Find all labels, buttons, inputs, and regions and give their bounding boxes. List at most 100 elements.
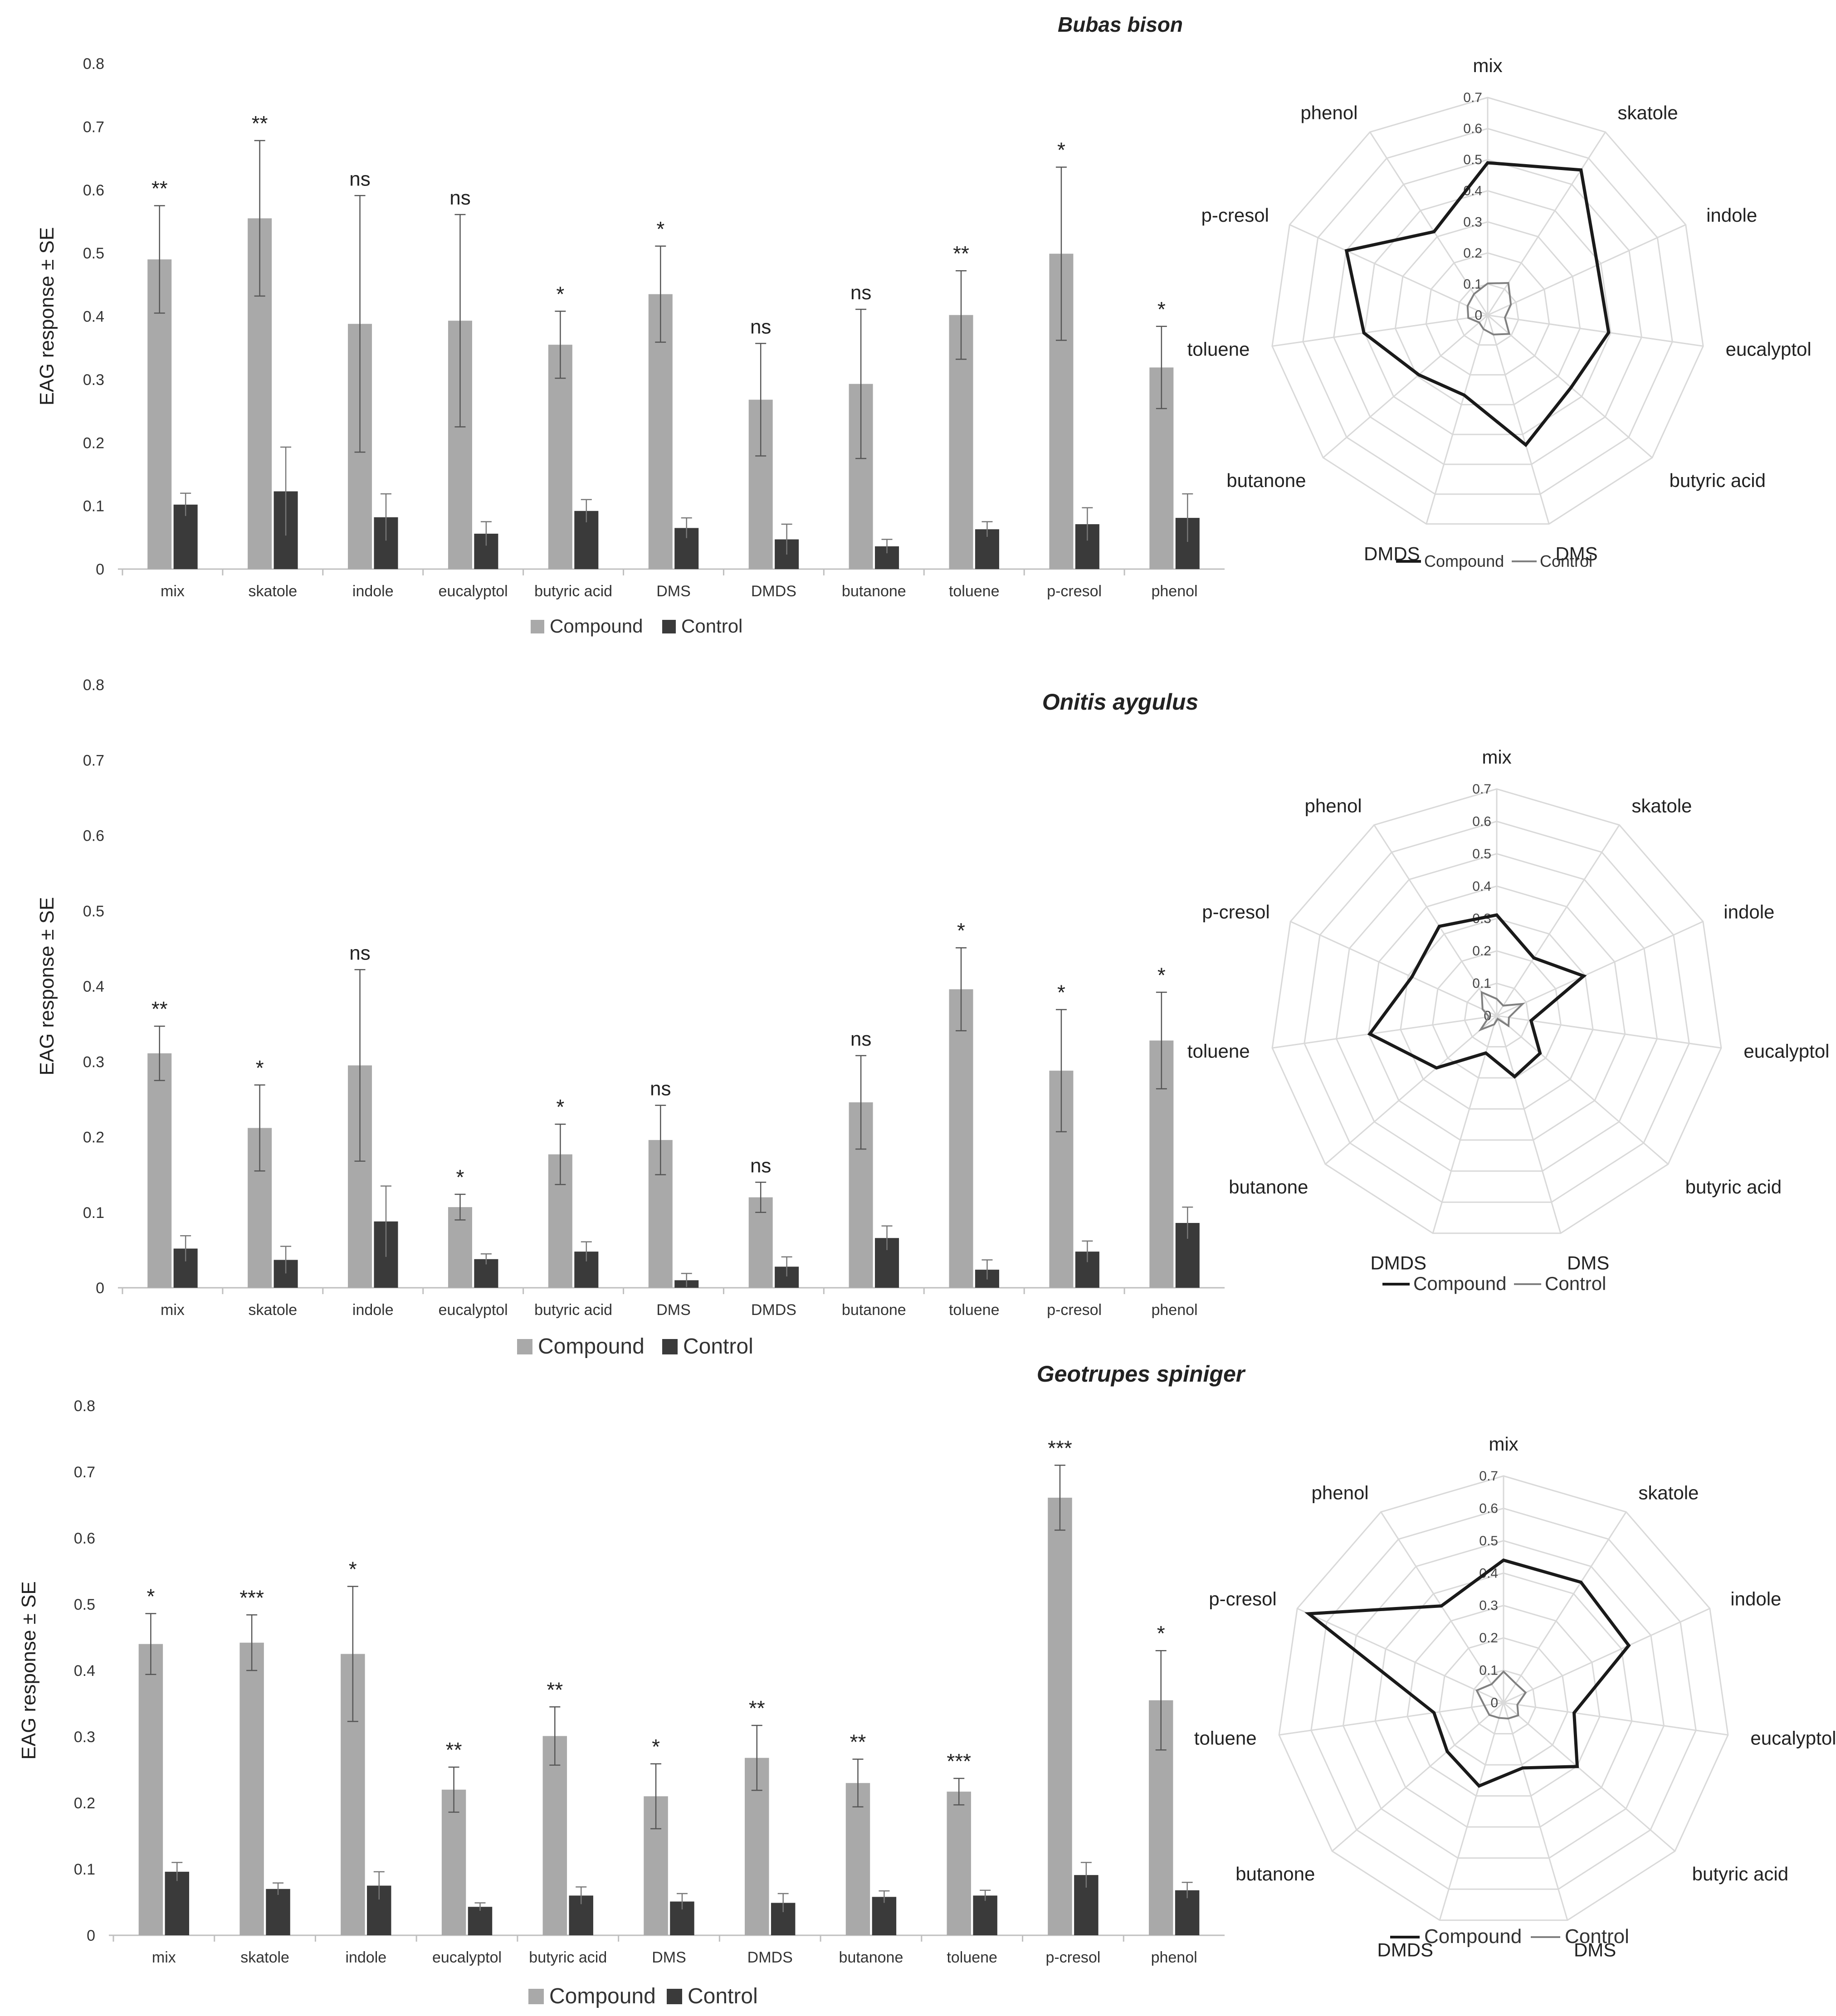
significance-label-indole: *	[349, 1558, 357, 1581]
onitis-aygulus-radar-chart: 00.10.20.30.40.50.60.7mixskatoleindoleeu…	[1187, 746, 1830, 1274]
y-tick-label: 0.3	[83, 1053, 104, 1071]
radar-spoke	[1487, 314, 1704, 347]
x-tick-label-skatole: skatole	[248, 583, 297, 600]
radar-spoke	[1272, 314, 1488, 347]
radar-grid-ring	[1271, 788, 1722, 1234]
radar-grid-ring	[1367, 885, 1626, 1141]
legend-label-control: Control	[683, 1334, 753, 1359]
legend-swatch-control	[667, 1989, 682, 2004]
y-tick-label: 0.2	[83, 434, 104, 452]
significance-label-skatole: **	[252, 112, 268, 135]
significance-label-dms: *	[652, 1735, 660, 1758]
radar-axis-label-phenol: phenol	[1300, 102, 1357, 123]
radar-spoke	[1487, 315, 1550, 524]
significance-label-eucalyptol: **	[446, 1738, 462, 1762]
radar-spoke	[1503, 1702, 1568, 1921]
radar-tick-label: 0.3	[1463, 214, 1482, 229]
bubas-bison-radar-chart: 00.10.20.30.40.50.60.7mixskatoleindoleeu…	[1187, 55, 1812, 565]
x-tick-label-indole: indole	[352, 1301, 394, 1319]
radar-legend-label-control: Control	[1565, 1925, 1629, 1948]
y-tick-label: 0.8	[74, 1398, 95, 1415]
panel-geotrupes-spiniger: Geotrupes spiniger 0 0.1 0.2 0.3 0.4 0.5 0.6 0.…	[18, 1361, 1836, 2008]
y-axis-label: EAG response ± SE	[18, 1581, 40, 1759]
radar-grid-ring	[1333, 159, 1642, 465]
significance-label-skatole: ***	[239, 1586, 264, 1609]
significance-label-butyric-acid: *	[556, 1095, 564, 1119]
x-tick-label-p-cresol: p-cresol	[1047, 1301, 1102, 1319]
radar-tick-label: 0.2	[1479, 1631, 1498, 1646]
radar-grid-ring	[1406, 1605, 1601, 1797]
radar-spoke	[1325, 1015, 1497, 1165]
radar-series-compound	[1367, 913, 1587, 1079]
radar-spoke	[1496, 1015, 1562, 1234]
x-tick-label-mix: mix	[152, 1949, 176, 1966]
radar-grid-ring	[1335, 853, 1658, 1172]
radar-grid-ring	[1342, 1540, 1665, 1859]
legend-swatch-compound	[531, 620, 544, 633]
x-tick-label-butyric-acid: butyric acid	[529, 1949, 607, 1966]
significance-label-indole: ns	[349, 168, 370, 190]
radar-axis-label-phenol: phenol	[1305, 795, 1362, 816]
radar-grid-ring	[1310, 1507, 1697, 1890]
y-tick-label: 0.5	[83, 903, 104, 920]
y-tick-label: 0.7	[83, 118, 104, 136]
radar-tick-label: 0.7	[1463, 90, 1482, 105]
radar-spoke	[1503, 1511, 1627, 1703]
radar-axis-label-eucalyptol: eucalyptol	[1726, 338, 1812, 360]
radar-series-compound	[1344, 161, 1611, 448]
bar-control-toluene	[973, 1895, 997, 1935]
y-tick-label: 0.5	[74, 1596, 95, 1613]
radar-grid-ring	[1394, 221, 1581, 405]
radar-axis-label-butyric-acid: butyric acid	[1670, 470, 1766, 491]
x-tick-label-phenol: phenol	[1151, 1301, 1197, 1319]
radar-spoke	[1487, 224, 1686, 316]
radar-spoke	[1503, 1702, 1675, 1852]
legend-swatch-compound	[517, 1339, 532, 1354]
radar-series-control	[1478, 991, 1525, 1032]
bar-compound-eucalyptol	[441, 1789, 466, 1935]
radar-spoke	[1380, 1511, 1504, 1703]
geotrupes-spiniger-radar-legend: Compound Control	[1390, 1925, 1629, 1948]
legend-label-compound: Compound	[538, 1334, 645, 1359]
significance-label-toluene: *	[957, 919, 965, 942]
y-tick-label: 0.6	[83, 182, 104, 199]
radar-spoke	[1272, 1015, 1497, 1049]
significance-label-skatole: *	[256, 1056, 264, 1080]
onitis-aygulus-radar-legend: Compound Control	[1382, 1273, 1606, 1294]
x-tick-label-dms: DMS	[656, 1301, 691, 1319]
bar-compound-butyric-acid	[548, 345, 572, 569]
radar-tick-label: 0.6	[1479, 1501, 1498, 1516]
radar-tick-label: 0.7	[1479, 1469, 1498, 1484]
x-tick-label-phenol: phenol	[1151, 1949, 1197, 1966]
significance-label-indole: ns	[349, 942, 370, 964]
radar-grid-ring	[1425, 252, 1550, 376]
y-axis-label: EAG response ± SE	[36, 897, 58, 1075]
bar-compound-skatole	[239, 1642, 264, 1935]
significance-label-butyric-acid: *	[556, 282, 564, 306]
radar-axis-label-dmds: DMDS	[1377, 1939, 1433, 1961]
legend-swatch-compound	[528, 1989, 544, 2004]
x-tick-label-indole: indole	[345, 1949, 386, 1966]
legend-label-compound: Compound	[550, 615, 643, 637]
radar-spoke	[1297, 1607, 1504, 1704]
radar-axis-label-toluene: toluene	[1187, 338, 1250, 360]
significance-label-toluene: **	[953, 242, 969, 265]
legend-swatch-control	[662, 620, 676, 633]
bubas-bison-title: Bubas bison	[1058, 13, 1183, 36]
bar-control-butanone	[872, 1897, 897, 1935]
legend-swatch-control	[662, 1339, 678, 1354]
radar-spoke	[1332, 1702, 1504, 1852]
bar-compound-toluene	[949, 989, 973, 1288]
radar-tick-label: 0.2	[1472, 944, 1491, 959]
y-tick-label: 0.5	[83, 245, 104, 262]
radar-axis-label-dms: DMS	[1567, 1252, 1609, 1274]
y-tick-label: 0.4	[83, 978, 104, 995]
x-tick-label-toluene: toluene	[949, 1301, 1000, 1319]
significance-label-butanone: ns	[850, 282, 871, 304]
radar-axis-label-indole: indole	[1730, 1588, 1781, 1610]
radar-axis-label-butanone: butanone	[1235, 1863, 1315, 1885]
significance-label-phenol: *	[1157, 1622, 1165, 1645]
radar-tick-label: 0	[1475, 308, 1482, 323]
bubas-bison-bar-legend: Compound Control	[531, 615, 742, 637]
